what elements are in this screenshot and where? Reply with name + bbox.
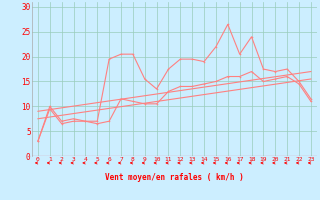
X-axis label: Vent moyen/en rafales ( km/h ): Vent moyen/en rafales ( km/h ) — [105, 174, 244, 182]
